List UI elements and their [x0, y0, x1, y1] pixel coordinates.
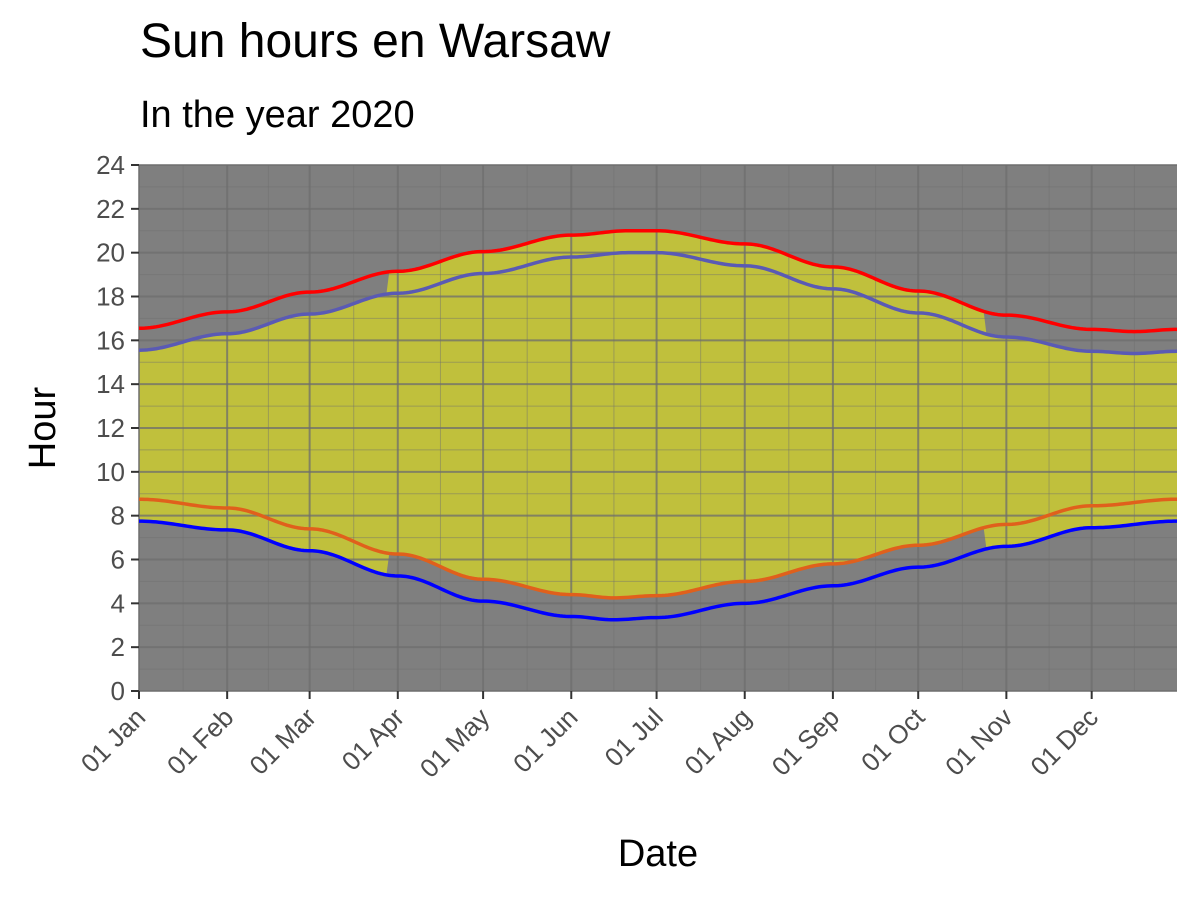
x-axis-title: Date — [618, 833, 698, 875]
y-tick-label: 4 — [111, 588, 125, 618]
x-tick-label: 01 Sep — [766, 702, 845, 781]
x-tick-label: 01 Apr — [336, 702, 411, 777]
y-tick-label: 6 — [111, 545, 125, 575]
chart-subtitle: In the year 2020 — [140, 94, 415, 136]
x-tick-label: 01 Dec — [1024, 702, 1103, 781]
sunset-local-line — [138, 250, 1178, 356]
sunrise-local-line — [138, 497, 1178, 600]
y-tick-label: 12 — [96, 413, 125, 443]
x-tick-label: 01 Mar — [243, 702, 322, 781]
x-tick-label: 01 Jul — [599, 702, 669, 772]
chart-title: Sun hours en Warsaw — [140, 15, 611, 68]
y-tick-label: 18 — [96, 282, 125, 312]
y-tick-label: 22 — [96, 194, 125, 224]
y-tick-label: 0 — [111, 676, 125, 706]
y-tick-label: 2 — [111, 632, 125, 662]
x-tick-label: 01 Oct — [855, 701, 931, 777]
y-tick-label: 14 — [96, 369, 125, 399]
x-tick-label: 01 Jun — [507, 702, 583, 778]
x-tick-label: 01 May — [414, 702, 496, 784]
y-tick-label: 8 — [111, 501, 125, 531]
sunset-standard-line — [138, 229, 1178, 334]
sunrise-standard-line — [138, 519, 1178, 622]
y-tick-label: 10 — [96, 457, 125, 487]
x-tick-label: 01 Jan — [75, 702, 151, 778]
x-tick-label: 01 Nov — [939, 702, 1018, 781]
y-tick-label: 16 — [96, 325, 125, 355]
y-tick-label: 20 — [96, 238, 125, 268]
y-tick-label: 24 — [96, 150, 125, 180]
y-axis-title: Hour — [22, 386, 64, 469]
x-tick-label: 01 Aug — [679, 702, 757, 780]
x-tick-label: 01 Feb — [161, 702, 239, 780]
